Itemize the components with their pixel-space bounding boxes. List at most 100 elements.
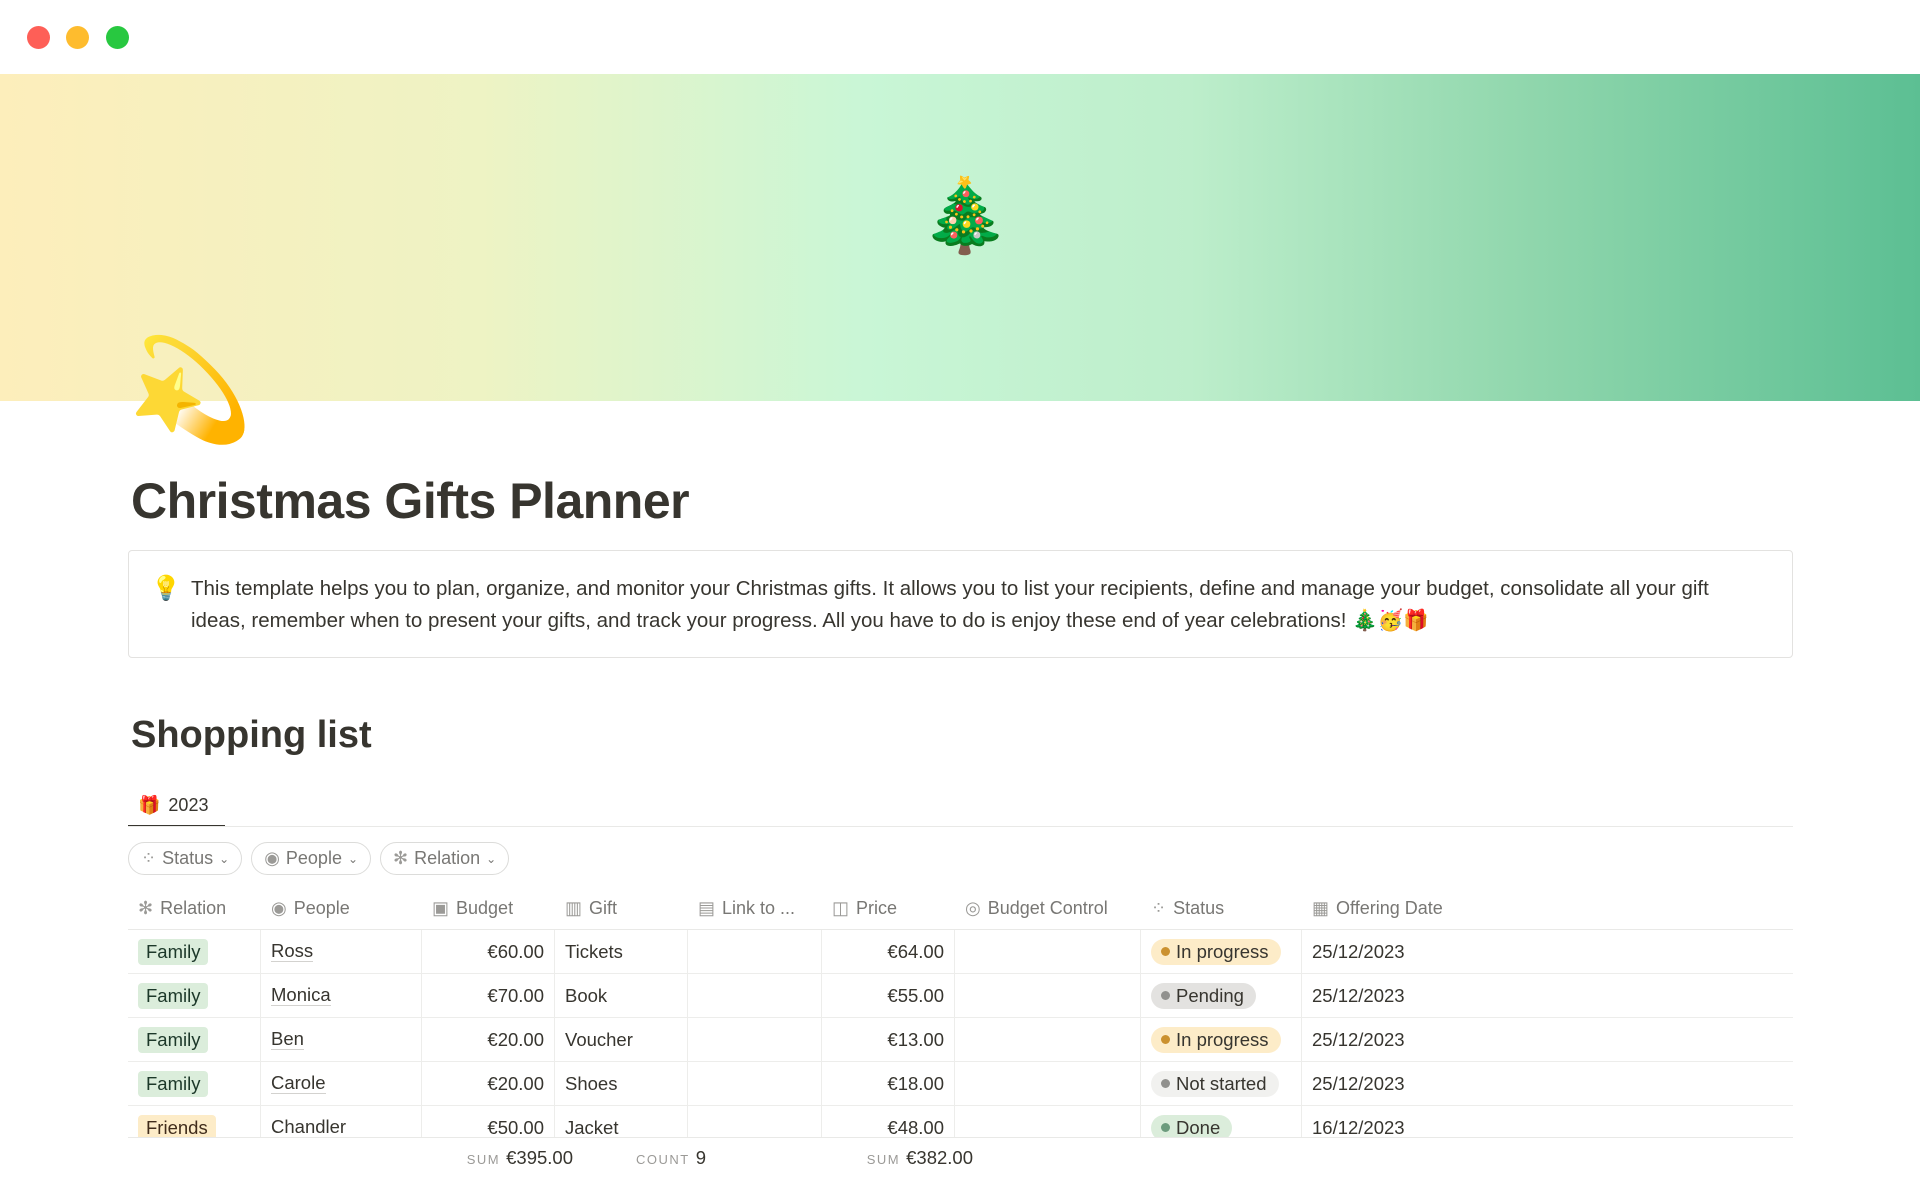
control-cell[interactable] bbox=[955, 1106, 1141, 1137]
price-cell[interactable]: €18.00 bbox=[822, 1062, 955, 1105]
date-cell[interactable]: 25/12/2023 bbox=[1302, 930, 1793, 973]
budget-value: €20.00 bbox=[487, 1028, 544, 1050]
people-cell[interactable]: Chandler bbox=[261, 1106, 422, 1137]
gift-cell[interactable]: Jacket bbox=[555, 1106, 688, 1137]
tab-2023[interactable]: 🎁 2023 bbox=[128, 786, 225, 827]
status-cell[interactable]: In progress bbox=[1141, 930, 1302, 973]
control-cell[interactable] bbox=[955, 930, 1141, 973]
status-cell[interactable]: In progress bbox=[1141, 1018, 1302, 1061]
budget-cell[interactable]: €70.00 bbox=[422, 974, 555, 1017]
table-row[interactable]: Family Monica €70.00 Book €55.00 Pending 25/12… bbox=[128, 974, 1793, 1018]
person-link[interactable]: Ben bbox=[271, 1028, 304, 1050]
filter-relation[interactable]: ✻ Relation ⌄ bbox=[380, 842, 510, 875]
minimize-window-button[interactable] bbox=[66, 26, 89, 49]
column-header-budget[interactable]: ▣ Budget bbox=[422, 887, 555, 929]
gift-value: Book bbox=[565, 984, 608, 1006]
status-icon: ⁘ bbox=[141, 848, 157, 868]
relation-cell[interactable]: Family bbox=[128, 930, 261, 973]
person-link[interactable]: Ross bbox=[271, 940, 314, 962]
price-sum[interactable]: SUM €382.00 bbox=[850, 1147, 983, 1169]
column-header-relation[interactable]: ✻ Relation bbox=[128, 887, 261, 929]
column-label: Link to ... bbox=[722, 897, 796, 918]
date-value: 25/12/2023 bbox=[1312, 984, 1405, 1006]
link-cell[interactable] bbox=[688, 930, 822, 973]
status-dot-icon bbox=[1161, 1035, 1170, 1044]
column-header-offering-date[interactable]: ▦ Offering Date bbox=[1302, 887, 1793, 929]
budget-value: €70.00 bbox=[487, 984, 544, 1006]
budget-sum[interactable]: SUM €395.00 bbox=[422, 1147, 583, 1169]
relation-cell[interactable]: Friends bbox=[128, 1106, 261, 1137]
close-window-button[interactable] bbox=[27, 26, 50, 49]
people-cell[interactable]: Monica bbox=[261, 974, 422, 1017]
relation-cell[interactable]: Family bbox=[128, 1062, 261, 1105]
control-cell[interactable] bbox=[955, 1018, 1141, 1061]
link-cell[interactable] bbox=[688, 974, 822, 1017]
column-header-link-to[interactable]: ▤ Link to ... bbox=[688, 887, 822, 929]
status-cell[interactable]: Not started bbox=[1141, 1062, 1302, 1105]
price-cell[interactable]: €55.00 bbox=[822, 974, 955, 1017]
status-cell[interactable]: Done bbox=[1141, 1106, 1302, 1138]
date-cell[interactable]: 16/12/2023 bbox=[1302, 1106, 1793, 1138]
table-body: Family Ross €60.00 Tickets €64.00 In progress… bbox=[128, 930, 1793, 1138]
budget-cell[interactable]: €50.00 bbox=[422, 1106, 555, 1137]
gift-cell[interactable]: Shoes bbox=[555, 1062, 688, 1105]
budget-cell[interactable]: €20.00 bbox=[422, 1018, 555, 1061]
people-cell[interactable]: Carole bbox=[261, 1062, 422, 1105]
relation-cell[interactable]: Family bbox=[128, 974, 261, 1017]
gift-cell[interactable]: Book bbox=[555, 974, 688, 1017]
table-row[interactable]: Family Carole €20.00 Shoes €18.00 Not started… bbox=[128, 1062, 1793, 1106]
tab-label: 2023 bbox=[168, 795, 209, 815]
column-label: Status bbox=[1173, 897, 1225, 918]
filter-people[interactable]: ◉ People ⌄ bbox=[251, 842, 372, 875]
table-row[interactable]: Family Ben €20.00 Voucher €13.00 In progress 2… bbox=[128, 1018, 1793, 1062]
column-header-budget-control[interactable]: ◎ Budget Control bbox=[955, 887, 1141, 929]
price-cell[interactable]: €13.00 bbox=[822, 1018, 955, 1061]
gift-cell[interactable]: Voucher bbox=[555, 1018, 688, 1061]
people-cell[interactable]: Ben bbox=[261, 1018, 422, 1061]
price-value: €13.00 bbox=[887, 1028, 944, 1050]
link-cell[interactable] bbox=[688, 1106, 822, 1137]
gift-count[interactable]: COUNT 9 bbox=[583, 1147, 716, 1169]
person-link[interactable]: Carole bbox=[271, 1072, 326, 1094]
date-cell[interactable]: 25/12/2023 bbox=[1302, 1062, 1793, 1105]
budget-cell[interactable]: €60.00 bbox=[422, 930, 555, 973]
status-dot-icon bbox=[1161, 947, 1170, 956]
date-cell[interactable]: 25/12/2023 bbox=[1302, 1018, 1793, 1061]
price-value: €48.00 bbox=[887, 1116, 944, 1138]
relation-tag: Family bbox=[138, 1070, 209, 1097]
date-cell[interactable]: 25/12/2023 bbox=[1302, 974, 1793, 1017]
price-cell[interactable]: €48.00 bbox=[822, 1106, 955, 1138]
callout: 💡 This template helps you to plan, organ… bbox=[128, 550, 1793, 658]
relation-tag: Family bbox=[138, 1026, 209, 1053]
person-link[interactable]: Chandler bbox=[271, 1116, 347, 1137]
status-badge: In progress bbox=[1151, 1026, 1281, 1053]
link-cell[interactable] bbox=[688, 1018, 822, 1061]
control-cell[interactable] bbox=[955, 974, 1141, 1017]
column-header-price[interactable]: ◫ Price bbox=[822, 887, 955, 929]
page-icon[interactable]: 💫 bbox=[128, 334, 253, 446]
gift-cell[interactable]: Tickets bbox=[555, 930, 688, 973]
relation-cell[interactable]: Family bbox=[128, 1018, 261, 1061]
budget-cell[interactable]: €20.00 bbox=[422, 1062, 555, 1105]
maximize-window-button[interactable] bbox=[106, 26, 129, 49]
status-cell[interactable]: Pending bbox=[1141, 974, 1302, 1017]
status-badge: In progress bbox=[1151, 938, 1281, 965]
filter-status[interactable]: ⁘ Status ⌄ bbox=[128, 842, 243, 875]
date-value: 25/12/2023 bbox=[1312, 940, 1405, 962]
link-cell[interactable] bbox=[688, 1062, 822, 1105]
table-row[interactable]: Family Ross €60.00 Tickets €64.00 In progress… bbox=[128, 930, 1793, 974]
people-cell[interactable]: Ross bbox=[261, 930, 422, 973]
column-label: Budget Control bbox=[987, 897, 1108, 918]
control-cell[interactable] bbox=[955, 1062, 1141, 1105]
column-header-people[interactable]: ◉ People bbox=[261, 887, 422, 929]
table-row[interactable]: Friends Chandler €50.00 Jacket €48.00 Done 16/… bbox=[128, 1106, 1793, 1138]
column-header-gift[interactable]: ▥ Gift bbox=[555, 887, 688, 929]
person-icon: ◉ bbox=[264, 848, 280, 868]
price-cell[interactable]: €64.00 bbox=[822, 930, 955, 973]
status-icon: ⁘ bbox=[1151, 897, 1167, 918]
gift-value: Voucher bbox=[565, 1028, 633, 1050]
column-header-status[interactable]: ⁘ Status bbox=[1141, 887, 1302, 929]
status-label: Done bbox=[1176, 1116, 1221, 1138]
person-link[interactable]: Monica bbox=[271, 984, 331, 1006]
section-title: Shopping list bbox=[131, 714, 372, 756]
